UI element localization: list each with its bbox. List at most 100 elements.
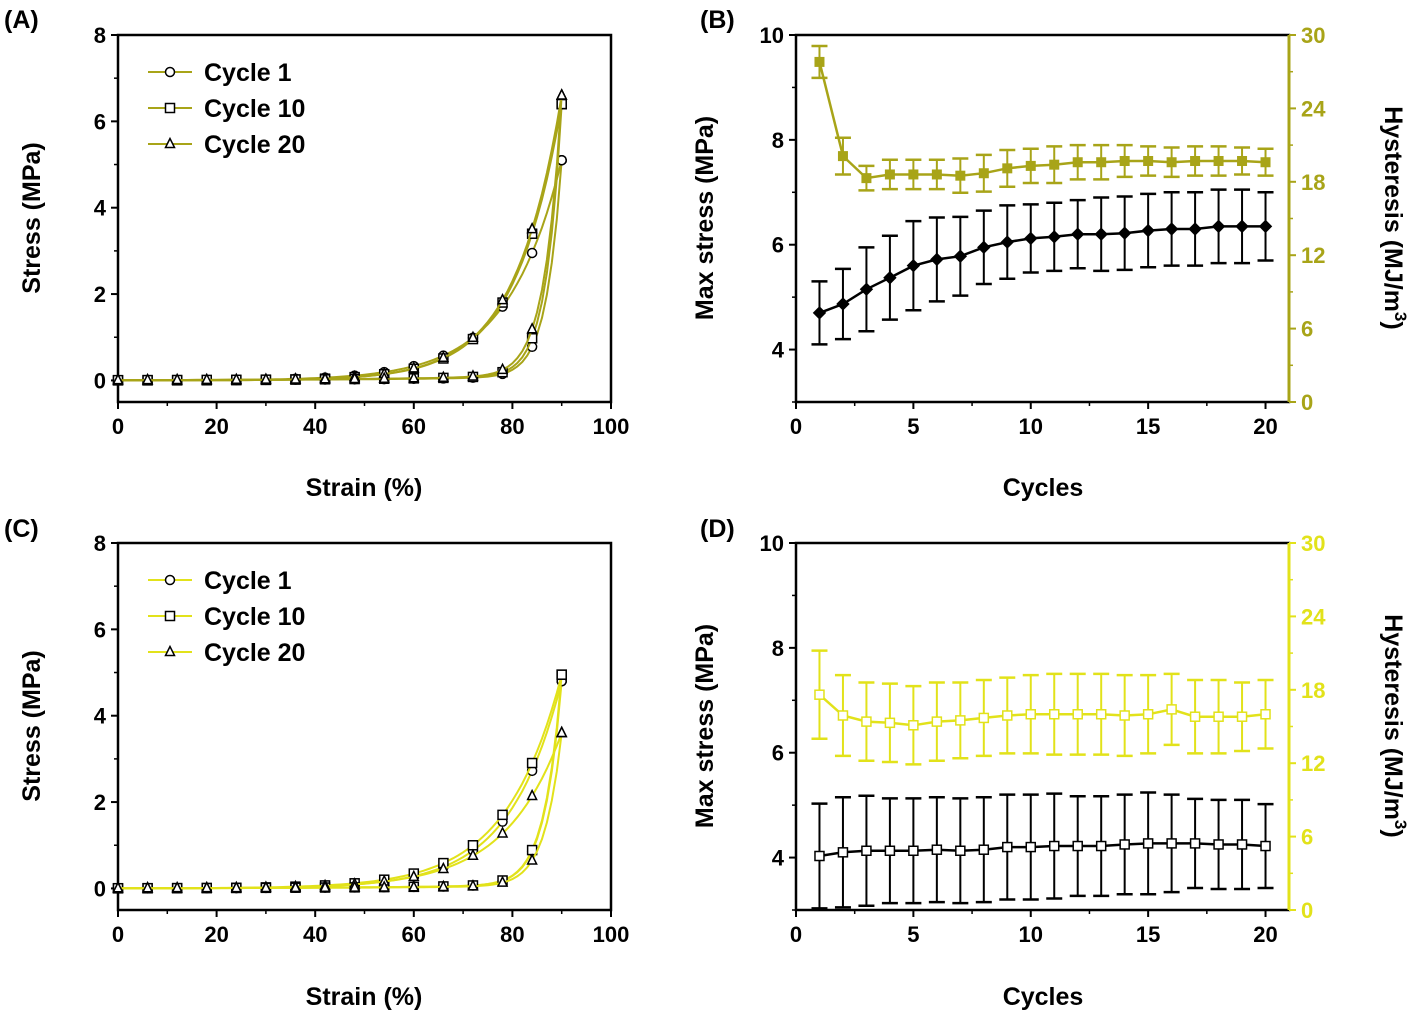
panel-b-axes: 0 5 10 15 20 4 6 8 10 0 6 12 18 24 30 bbox=[760, 23, 1327, 439]
data-point bbox=[526, 221, 538, 234]
data-point bbox=[1260, 157, 1271, 168]
data-point bbox=[955, 845, 966, 857]
legend-marker bbox=[164, 102, 176, 114]
data-point bbox=[1002, 163, 1013, 174]
data-point bbox=[884, 845, 896, 857]
y-tick-label: 0 bbox=[94, 368, 106, 393]
data-point bbox=[884, 169, 895, 180]
data-point bbox=[978, 168, 989, 179]
data-point bbox=[931, 844, 943, 855]
data-point bbox=[1047, 230, 1061, 244]
max-stress-series bbox=[811, 791, 1274, 910]
data-point bbox=[437, 879, 450, 892]
panel-b-xlabel: Cycles bbox=[1003, 474, 1084, 502]
data-point bbox=[908, 169, 919, 180]
data-point bbox=[1142, 709, 1154, 720]
data-point bbox=[931, 169, 942, 180]
panel-a-xlabel: Strain (%) bbox=[306, 474, 423, 502]
data-point bbox=[1002, 841, 1013, 853]
data-point bbox=[1164, 222, 1179, 236]
y2-tick-label: 12 bbox=[1301, 243, 1325, 268]
data-point bbox=[467, 879, 479, 891]
legend-marker bbox=[164, 136, 176, 149]
y2label-text: Hysteresis (MJ/m bbox=[1379, 106, 1407, 312]
y-tick-label: 6 bbox=[772, 741, 784, 766]
data-point bbox=[1166, 838, 1177, 849]
panel-d-y2label: Hysteresis (MJ/m3) bbox=[1379, 614, 1410, 837]
data-point bbox=[408, 371, 420, 383]
unloading-curve bbox=[118, 104, 563, 382]
panel-c-label: (C) bbox=[4, 515, 39, 543]
y2-tick-label: 18 bbox=[1301, 678, 1325, 703]
data-point bbox=[467, 840, 479, 851]
data-point bbox=[171, 881, 183, 893]
data-point bbox=[1166, 157, 1177, 168]
legend-label-cycle-20: Cycle 20 bbox=[204, 131, 305, 159]
legend-marker bbox=[164, 644, 176, 657]
data-point bbox=[1000, 235, 1014, 249]
data-point bbox=[526, 322, 538, 334]
y2label-close-paren: ) bbox=[1379, 321, 1407, 329]
panel-d-data bbox=[811, 649, 1274, 910]
data-point bbox=[1188, 222, 1202, 236]
panel-c-legend: Cycle 1 Cycle 10 Cycle 20 bbox=[148, 567, 305, 667]
data-point bbox=[1119, 839, 1130, 850]
x-tick-label: 0 bbox=[790, 922, 802, 947]
data-point bbox=[1048, 840, 1060, 852]
y2-tick-label: 24 bbox=[1301, 604, 1326, 629]
data-point bbox=[1189, 838, 1201, 849]
x-tick-label: 60 bbox=[402, 922, 426, 947]
data-point bbox=[861, 173, 872, 184]
x-tick-label: 15 bbox=[1136, 414, 1160, 439]
data-point bbox=[931, 716, 943, 727]
data-point bbox=[1258, 219, 1273, 234]
data-point bbox=[861, 716, 872, 727]
panel-a-label: (A) bbox=[4, 6, 39, 34]
panel-d-label: (D) bbox=[700, 515, 735, 543]
x-tick-label: 80 bbox=[500, 414, 524, 439]
data-point bbox=[884, 717, 896, 729]
data-point bbox=[1141, 223, 1155, 238]
data-point bbox=[837, 710, 849, 721]
panel-a-ylabel: Stress (MPa) bbox=[18, 142, 46, 293]
loading-curve bbox=[118, 680, 563, 890]
data-point bbox=[1143, 156, 1154, 167]
data-point bbox=[859, 282, 874, 296]
panel-b-label: (B) bbox=[700, 6, 735, 34]
y-tick-label: 2 bbox=[94, 282, 106, 307]
data-point bbox=[1095, 709, 1107, 720]
data-point bbox=[171, 372, 183, 385]
data-point bbox=[978, 844, 990, 855]
data-point bbox=[1072, 709, 1083, 720]
unloading-curve bbox=[118, 732, 563, 890]
y-tick-label: 8 bbox=[772, 636, 784, 661]
x-tick-label: 80 bbox=[500, 922, 524, 947]
data-point bbox=[348, 880, 361, 892]
panel-b-ylabel: Max stress (MPa) bbox=[691, 116, 719, 320]
data-point bbox=[260, 372, 272, 384]
data-point bbox=[1072, 840, 1083, 852]
y-tick-label: 8 bbox=[772, 128, 784, 153]
data-point bbox=[526, 853, 538, 865]
data-point bbox=[378, 371, 390, 383]
data-point bbox=[141, 372, 154, 385]
unloading-curve bbox=[118, 674, 563, 890]
data-point bbox=[1190, 156, 1201, 167]
y2label-superscript: 3 bbox=[1391, 312, 1410, 321]
panel-d-ylabel: Max stress (MPa) bbox=[691, 624, 719, 828]
data-point bbox=[112, 372, 124, 385]
x-tick-label: 0 bbox=[790, 414, 802, 439]
y-tick-label: 0 bbox=[94, 876, 106, 901]
data-point bbox=[260, 880, 272, 893]
unloading-curve bbox=[118, 681, 563, 890]
unloading-curve bbox=[118, 160, 563, 382]
data-point bbox=[955, 715, 966, 726]
x-tick-label: 15 bbox=[1136, 922, 1160, 947]
x-tick-label: 10 bbox=[1019, 414, 1043, 439]
data-point bbox=[230, 372, 243, 385]
data-point bbox=[319, 880, 331, 893]
data-point bbox=[814, 689, 825, 700]
data-point bbox=[496, 292, 509, 305]
data-point bbox=[496, 826, 509, 838]
